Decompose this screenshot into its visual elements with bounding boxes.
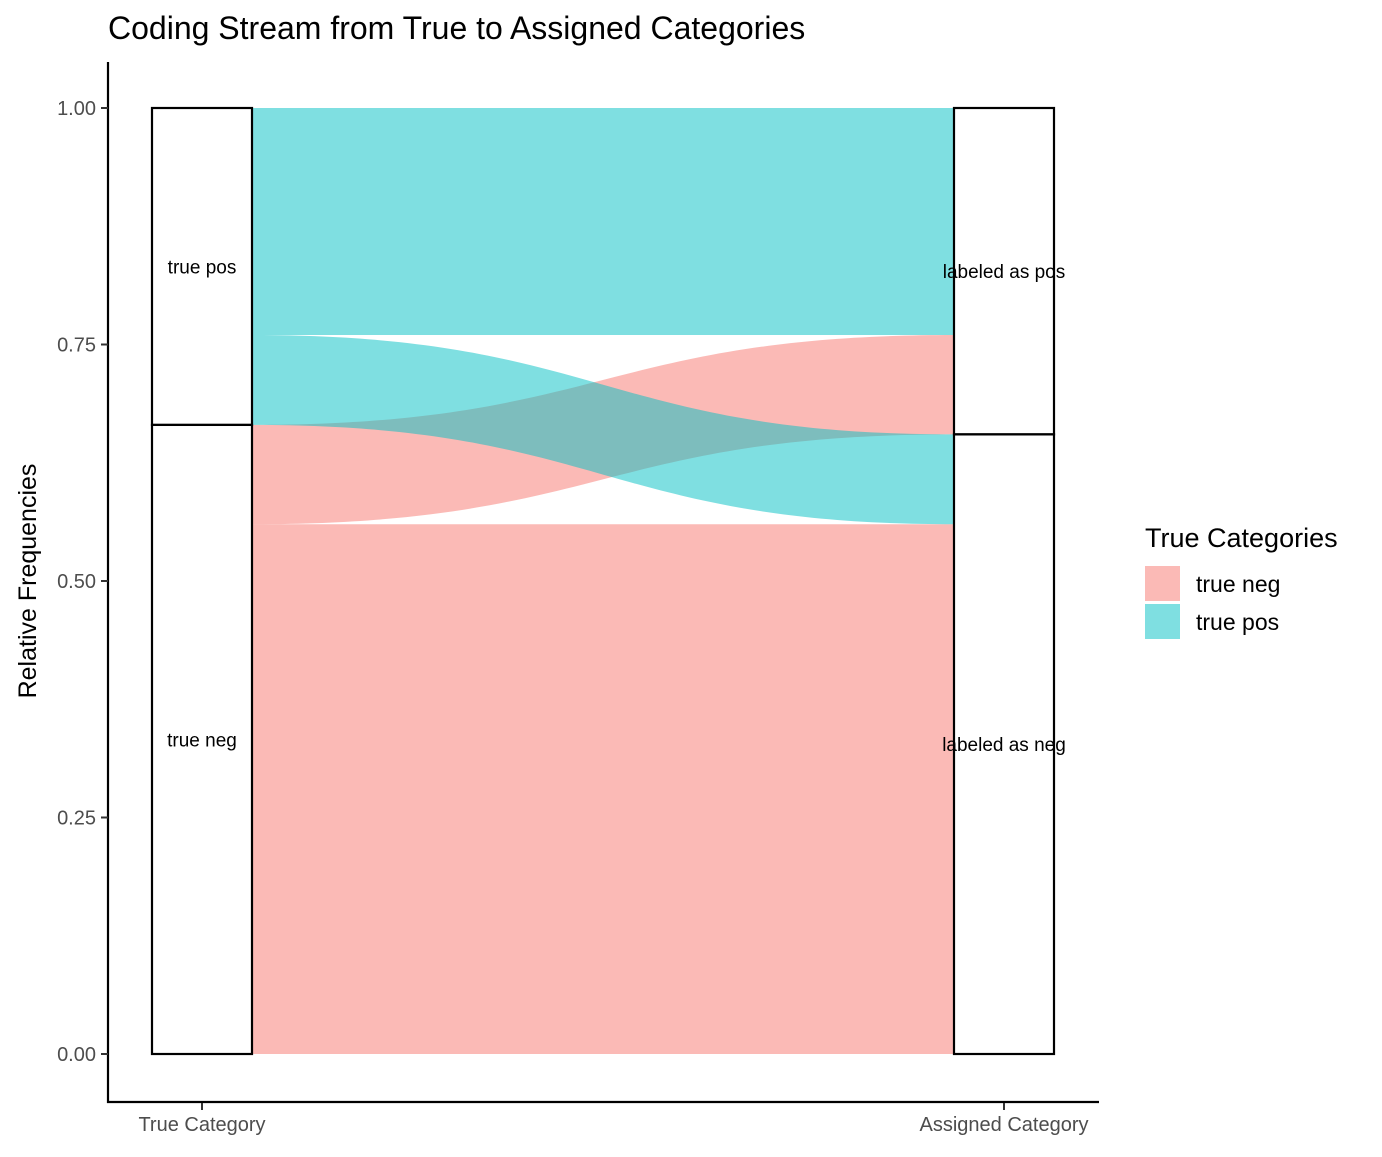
y-axis-title: Relative Frequencies xyxy=(14,464,42,699)
flows-layer xyxy=(252,108,954,1054)
stratum-box xyxy=(150,106,254,427)
y-tick-label: 1.00 xyxy=(57,98,96,120)
y-tick-label: 0.50 xyxy=(57,571,96,593)
strata-layer: true pos true neg labeled as pos labeled as… xyxy=(150,106,1066,1056)
stratum-box xyxy=(952,433,1056,1056)
x-tick-label: True Category xyxy=(138,1114,265,1136)
y-tick-label: 0.25 xyxy=(57,808,96,830)
stratum-label: true pos xyxy=(168,257,237,278)
flow-3 xyxy=(252,335,954,525)
stratum-label: true neg xyxy=(167,730,237,751)
x-tick-label: Assigned Category xyxy=(920,1114,1089,1136)
y-tick-label: 0.00 xyxy=(57,1044,96,1066)
legend: True Categories true neg true pos xyxy=(1145,523,1338,639)
chart-title: Coding Stream from True to Assigned Cate… xyxy=(108,10,805,46)
stratum-box xyxy=(150,423,254,1056)
legend-label: true neg xyxy=(1196,571,1280,597)
stratum-label: labeled as pos xyxy=(943,262,1066,283)
legend-swatch xyxy=(1145,604,1180,639)
y-tick-label: 0.75 xyxy=(57,335,96,357)
stratum-label: labeled as neg xyxy=(942,735,1066,756)
axes-layer: 0.00 0.25 0.50 0.75 1.00 True Category Assigne… xyxy=(57,62,1099,1136)
legend-title: True Categories xyxy=(1145,523,1338,553)
legend-label: true pos xyxy=(1196,609,1279,635)
legend-swatch xyxy=(1145,566,1180,601)
flow-1 xyxy=(252,524,954,1054)
flow-4 xyxy=(252,108,954,336)
